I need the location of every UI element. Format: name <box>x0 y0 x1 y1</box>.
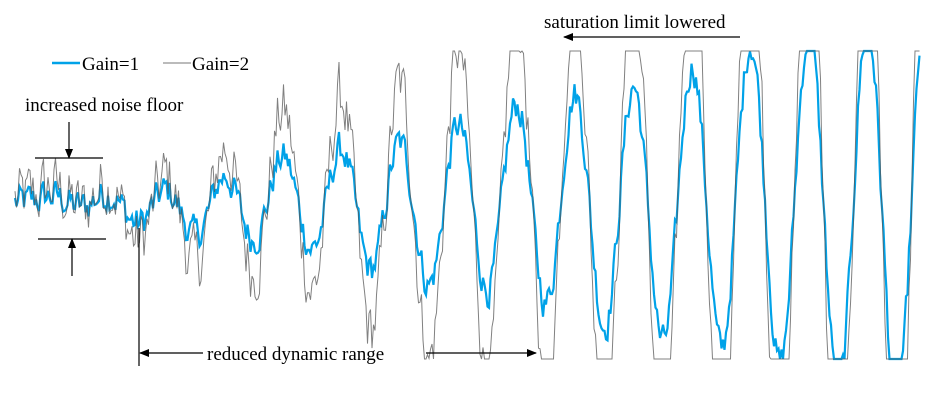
legend-label-gain-1: Gain=1 <box>82 54 139 75</box>
waveform-gain-1 <box>13 49 921 361</box>
legend-label-gain-2: Gain=2 <box>192 54 249 75</box>
waveform-gain-2 <box>14 50 920 361</box>
dynamic-range-label: reduced dynamic range <box>207 344 384 365</box>
saturation-label: saturation limit lowered <box>544 12 726 33</box>
noise-floor-label: increased noise floor <box>25 95 184 116</box>
